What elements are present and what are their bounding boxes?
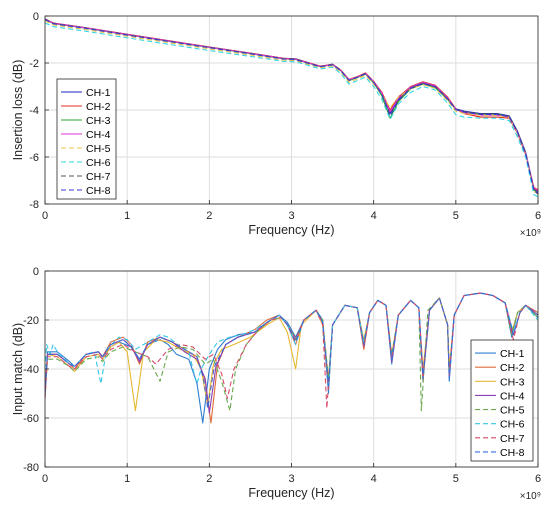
- legend-label-ch-2: CH-2: [500, 362, 525, 374]
- x-tick-label: 6: [535, 473, 541, 485]
- x-axis-label: Frequency (Hz): [248, 223, 334, 237]
- subplot-2: 0 1 2 3 4 5 6 -80 -60 -40 -20 0 Frequency (Hz) Input …: [11, 266, 541, 502]
- series-group: [45, 292, 538, 424]
- y-tick-label: -4: [29, 105, 39, 117]
- x-tick-label: 5: [453, 210, 459, 222]
- subplot-1: 0 1 2 3 4 5 6 -8 -6 -4 -2 0 Frequency (Hz) Insertion …: [11, 11, 541, 239]
- x-exponent-label: ×10⁹: [520, 228, 541, 239]
- y-tick-label: -8: [29, 199, 39, 211]
- legend-label-ch-1: CH-1: [500, 348, 525, 360]
- legend-label-ch-5: CH-5: [500, 405, 525, 417]
- x-tick-label: 5: [453, 473, 459, 485]
- legend-label-ch-3: CH-3: [86, 115, 111, 127]
- legend-label-ch-3: CH-3: [500, 376, 525, 388]
- x-tick-label: 1: [124, 210, 130, 222]
- x-tick-label: 4: [371, 473, 377, 485]
- legend-label-ch-8: CH-8: [500, 447, 525, 459]
- legend-label-ch-7: CH-7: [500, 433, 525, 445]
- legend: CH-1 CH-2 CH-3 CH-4 CH-5 CH-6 CH-7 CH-8: [56, 78, 117, 200]
- x-tick-label: 2: [206, 473, 212, 485]
- y-tick-label: -40: [23, 364, 39, 376]
- y-axis-label: Input match (dB): [11, 323, 25, 415]
- x-tick-label: 3: [288, 473, 294, 485]
- legend-label-ch-4: CH-4: [86, 129, 111, 141]
- x-tick-label: 0: [42, 473, 48, 485]
- y-axis-label: Insertion loss (dB): [11, 60, 25, 161]
- legend-label-ch-6: CH-6: [86, 157, 111, 169]
- legend-label-ch-8: CH-8: [86, 185, 111, 197]
- y-tick-label: -60: [23, 413, 39, 425]
- x-tick-label: 0: [42, 210, 48, 222]
- y-tick-label: -80: [23, 462, 39, 474]
- legend-label-ch-2: CH-2: [86, 101, 111, 113]
- legend-label-ch-5: CH-5: [86, 143, 111, 155]
- series-group: [45, 18, 538, 198]
- legend-box: [56, 78, 117, 200]
- series-line-ch-5: [45, 20, 538, 196]
- y-tick-label: 0: [33, 266, 39, 278]
- x-tick-label: 6: [535, 210, 541, 222]
- legend-label-ch-7: CH-7: [86, 171, 111, 183]
- y-tick-label: -6: [29, 152, 39, 164]
- x-tick-label: 4: [371, 210, 377, 222]
- y-tick-label: 0: [33, 11, 39, 23]
- legend-label-ch-1: CH-1: [86, 87, 111, 99]
- x-tick-label: 1: [124, 473, 130, 485]
- series-line-ch-6: [45, 22, 538, 198]
- x-tick-label: 3: [288, 210, 294, 222]
- legend: CH-1 CH-2 CH-3 CH-4 CH-5 CH-6 CH-7 CH-8: [470, 339, 534, 462]
- series-line-ch-8: [45, 292, 538, 409]
- y-tick-label: -2: [29, 58, 39, 70]
- series-line-ch-7: [45, 292, 538, 409]
- x-exponent-label: ×10⁹: [520, 491, 541, 502]
- series-line-ch-8: [45, 19, 538, 195]
- x-tick-label: 2: [206, 210, 212, 222]
- legend-label-ch-4: CH-4: [500, 390, 525, 402]
- legend-box: [470, 339, 534, 462]
- y-tick-label: -20: [23, 315, 39, 327]
- x-axis-label: Frequency (Hz): [248, 486, 334, 500]
- legend-label-ch-6: CH-6: [500, 419, 525, 431]
